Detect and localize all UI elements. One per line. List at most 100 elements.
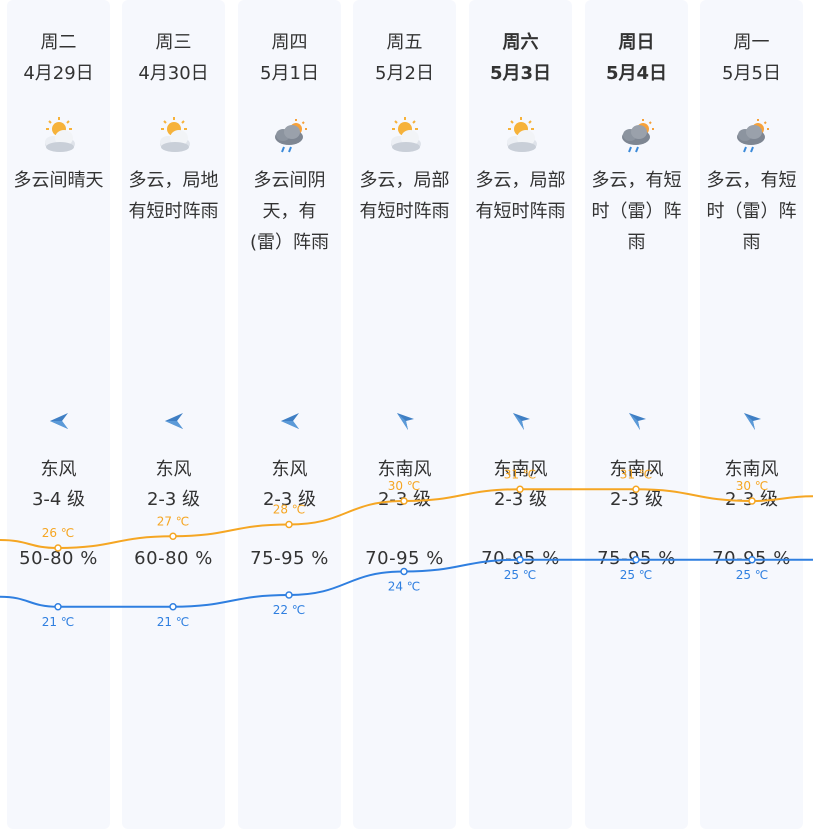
low-temperature-label: 25 ℃ <box>736 568 769 582</box>
wind-east-arrow-icon <box>163 410 185 432</box>
forecast-day: 周五 5月2日 多云，局部 有短时阵雨 东南风 2-3 级 70-95 % <box>353 0 456 829</box>
wind-level: 3-4 级 <box>31 489 86 510</box>
low-temperature-label: 25 ℃ <box>504 568 537 582</box>
day-weekday: 周日 <box>618 32 655 53</box>
high-temperature-label: 31 ℃ <box>504 467 537 481</box>
high-temperature-label: 31 ℃ <box>620 467 653 481</box>
high-temperature-point <box>285 520 293 529</box>
high-temperature-point <box>632 485 640 493</box>
weather-description-line: 多云，局部 <box>359 170 450 191</box>
weather-description: 多云间晴天 <box>7 165 110 196</box>
wind-direction: 东风 <box>40 459 77 480</box>
high-temperature-label: 26 ℃ <box>42 526 75 540</box>
forecast-day: 周二 4月29日多云间晴天东风 3-4 级 50-80 % <box>7 0 110 829</box>
weather-description-line: 有短时阵雨 <box>475 201 566 222</box>
day-date: 4月29日 <box>23 63 94 84</box>
high-temperature-point <box>54 544 62 552</box>
wind-southeast-arrow-icon <box>741 410 763 432</box>
wind-direction: 东南风 <box>493 459 548 480</box>
day-date: 5月4日 <box>605 63 668 84</box>
day-weekday: 周五 <box>386 32 423 53</box>
high-temperature-point <box>748 497 756 505</box>
partly-sunny-cloudy-icon <box>384 116 426 158</box>
day-weekday: 周六 <box>502 32 539 53</box>
weather-description: 多云，有短时（雷）阵雨 <box>585 165 688 258</box>
humidity-range: 50-80 % <box>19 548 98 569</box>
weather-description-line: 多云间晴天 <box>13 170 104 191</box>
wind-east-arrow-icon <box>48 410 70 432</box>
low-temperature-label: 21 ℃ <box>157 615 190 629</box>
wind-level: 2-3 级 <box>146 489 201 510</box>
high-temperature-point <box>516 485 524 493</box>
partly-sunny-cloudy-icon <box>153 116 195 158</box>
wind-direction: 东南风 <box>377 459 432 480</box>
thunder-shower-icon <box>269 116 311 158</box>
partly-sunny-cloudy-icon <box>500 116 542 158</box>
weather-description-line: 雨 <box>742 232 761 253</box>
day-weekday: 周三 <box>155 32 192 53</box>
weather-description-line: 多云，有短 <box>591 170 682 191</box>
weather-description: 多云，局部有短时阵雨 <box>353 165 456 227</box>
wind-level: 2-3 级 <box>609 489 664 510</box>
low-temperature-point <box>169 603 177 611</box>
weather-description-line: 多云，局部 <box>475 170 566 191</box>
day-weekday: 周一 <box>733 32 770 53</box>
weather-description-line: 天，有 <box>262 201 317 222</box>
wind-direction: 东南风 <box>609 459 664 480</box>
weather-description-line: 有短时阵雨 <box>359 201 450 222</box>
partly-sunny-cloudy-icon <box>38 116 80 158</box>
high-temperature-label: 30 ℃ <box>736 479 769 493</box>
wind-level: 2-3 级 <box>262 489 317 510</box>
day-date: 5月2日 <box>375 63 434 84</box>
weather-description-line: 多云，有短 <box>706 170 797 191</box>
weather-description-line: 时（雷）阵 <box>591 201 682 222</box>
weather-description-line: 多云，局地 <box>128 170 219 191</box>
low-temperature-label: 24 ℃ <box>388 580 421 594</box>
low-temperature-point <box>748 556 756 564</box>
high-temperature-label: 27 ℃ <box>157 514 190 528</box>
high-temperature-line <box>0 488 813 550</box>
day-weekday: 周四 <box>271 32 308 53</box>
humidity-range: 60-80 % <box>134 548 213 569</box>
low-temperature-point <box>400 567 408 576</box>
low-temperature-point <box>516 556 524 564</box>
wind-direction: 东风 <box>271 459 308 480</box>
forecast-day: 周三 4月30日多云，局地有短时阵雨东风 2-3 级 60-80 % <box>122 0 225 829</box>
weather-description-line: (雷）阵雨 <box>249 232 330 253</box>
weather-description-line: 雨 <box>627 232 646 253</box>
high-temperature-point <box>169 532 177 540</box>
day-weekday: 周二 <box>40 32 77 53</box>
humidity-range: 75-95 % <box>250 548 329 569</box>
wind-southeast-arrow-icon <box>510 410 532 432</box>
forecast-day: 周六 5月3日 多云，局部 有短时阵雨 东南风 2-3 级 70-95 % <box>469 0 572 829</box>
low-temperature-point <box>54 603 62 611</box>
day-date: 5月3日 <box>489 63 552 84</box>
wind-level: 2-3 级 <box>493 489 548 510</box>
humidity-range: 70-95 % <box>365 548 444 569</box>
thunder-shower-icon <box>731 116 773 158</box>
low-temperature-label: 25 ℃ <box>620 568 653 582</box>
wind-east-arrow-icon <box>279 410 301 432</box>
day-date: 5月1日 <box>260 63 319 84</box>
low-temperature-point <box>632 556 640 564</box>
low-temperature-point <box>285 591 293 599</box>
wind-southeast-arrow-icon <box>394 410 416 432</box>
high-temperature-label: 30 ℃ <box>388 479 421 493</box>
wind-direction: 东南风 <box>724 459 779 480</box>
forecast-day: 周日 5月4日 多云，有短 时（雷）阵雨东南风 2-3 级 75-95 % <box>585 0 688 829</box>
day-date: 5月5日 <box>722 63 781 84</box>
weather-description-line: 多云间阴 <box>253 170 326 191</box>
wind-direction: 东风 <box>155 459 192 480</box>
day-date: 4月30日 <box>138 63 209 84</box>
weather-description-line: 有短时阵雨 <box>128 201 219 222</box>
weather-description: 多云，局部有短时阵雨 <box>469 165 572 227</box>
high-temperature-label: 28 ℃ <box>273 503 306 517</box>
weather-description-line: 时（雷）阵 <box>706 201 797 222</box>
high-temperature-point <box>400 497 408 505</box>
wind-southeast-arrow-icon <box>626 410 648 432</box>
thunder-shower-icon <box>616 116 658 158</box>
weather-description: 多云，局地有短时阵雨 <box>122 165 225 227</box>
weather-description: 多云，有短时（雷）阵雨 <box>700 165 803 258</box>
